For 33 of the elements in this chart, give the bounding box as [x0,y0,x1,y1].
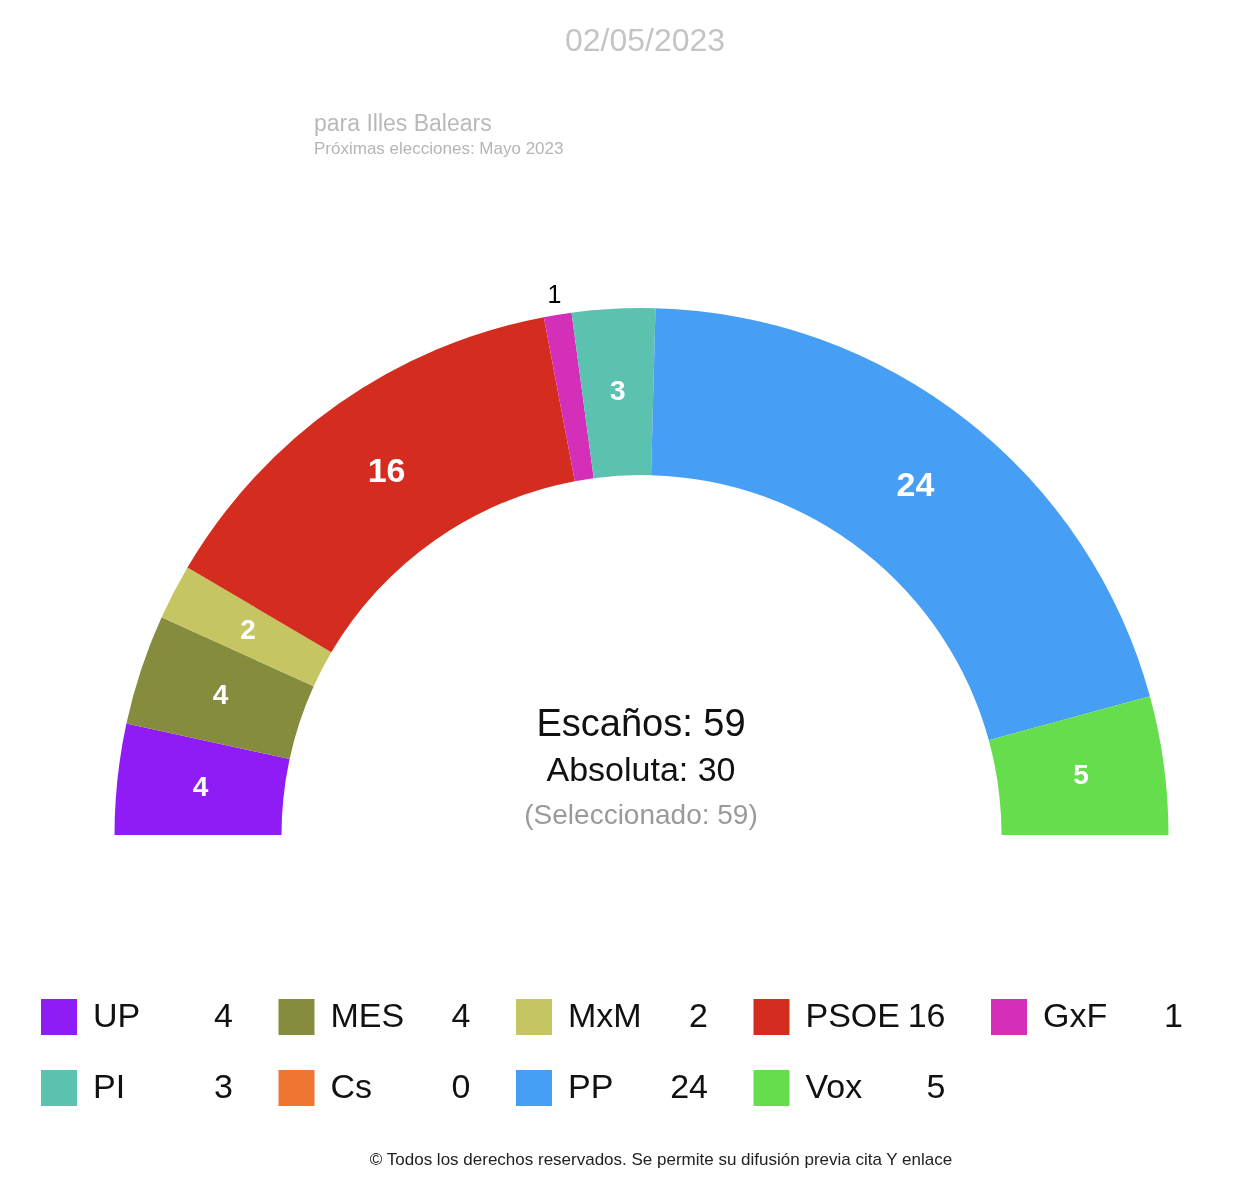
legend-label: UP [93,996,141,1034]
legend-label: PP [568,1067,614,1105]
legend-label: PI [93,1067,126,1105]
data-label: 3 [610,375,626,407]
legend-label: MES [330,996,405,1034]
text: Próximas elecciones: Mayo 2023 [314,139,564,158]
data-label: 4 [192,770,209,802]
data-label: 24 [896,465,935,504]
text: (Seleccionado: 59) [524,799,758,830]
data-label: 5 [1073,759,1089,791]
text: 5 [926,1067,946,1105]
data-label: 16 [367,451,406,490]
legend-label: Vox [805,1067,863,1105]
text: 4 [214,996,233,1034]
text: 3 [214,1067,233,1105]
data-label: 4 [212,678,229,710]
text: Escaños: 59 [536,702,746,744]
text: 4 [451,996,471,1034]
text: 24 [670,1067,708,1105]
text: 2 [689,996,708,1034]
data-label: 2 [240,613,256,645]
chart-title: 02/05/2023 [565,22,726,58]
legend-label: GxF [1043,996,1108,1034]
text: 0 [451,1067,471,1105]
text: 1 [1164,996,1183,1034]
text: Absoluta: 30 [546,750,736,788]
chart-subtitle: para Illes Balears [314,110,492,136]
legend-label: Cs [330,1067,373,1105]
text: © Todos los derechos reservados. Se permite su difusión previa cita Y enlace [369,1150,953,1169]
legend-label: PSOE [805,996,900,1034]
legend-label: MxM [568,996,642,1034]
text: 16 [907,996,946,1034]
data-label: 1 [547,279,562,308]
